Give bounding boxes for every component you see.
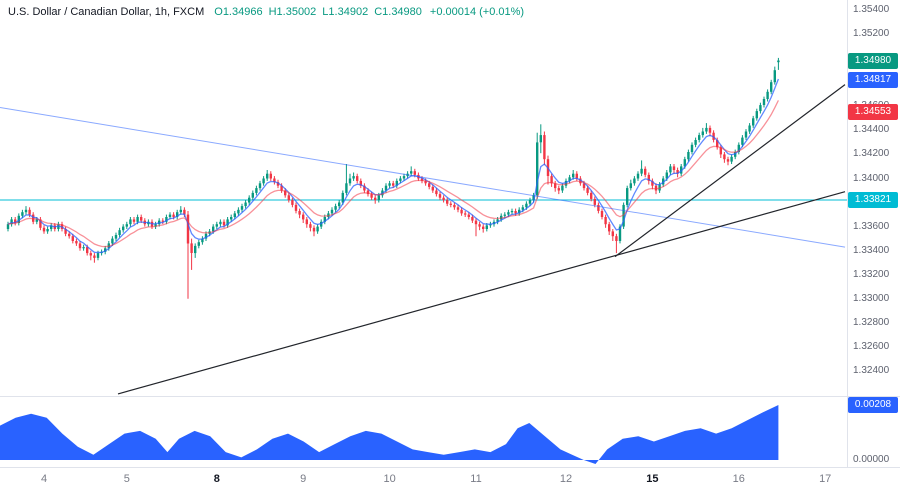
time-axis-label-10: 10 [383,473,396,485]
time-axis-label-5: 5 [123,473,130,485]
ma-slow-line[interactable] [7,100,779,248]
price-axis-label: 1.32800 [853,316,890,328]
indicator-value-badge: 0.00208 [848,397,898,413]
price-axis-label: 1.34400 [853,124,890,136]
indicator-area[interactable] [0,405,779,464]
indicator-zero-label: 0.00000 [853,454,890,465]
price-axis-label: 1.33000 [853,292,890,304]
time-axis-label-4: 4 [40,473,48,485]
price-axis-label: 1.34000 [853,172,890,184]
descending-trendline[interactable] [0,107,846,248]
time-axis-label-17: 17 [819,473,832,485]
symbol-title[interactable]: U.S. Dollar / Canadian Dollar, 1h, FXCM [8,6,205,18]
price-axis-label: 1.33200 [853,268,890,280]
time-axis[interactable]: 4 5 8 9 10 11 12 15 16 17 [0,468,900,490]
price-axis-label: 1.34200 [853,148,890,160]
close-value: 1.34980 [382,6,422,18]
open-label: O [214,6,223,18]
ascending-trendline[interactable] [117,191,846,395]
ma-fast-line[interactable] [7,78,780,254]
price-axis[interactable]: 1.354001.352001.350001.348001.346001.344… [847,0,900,468]
horizontal-line-badge: 1.33821 [848,192,898,208]
price-axis-label: 1.33600 [853,220,890,232]
candles[interactable] [6,57,780,299]
time-axis-label-8: 8 [213,473,220,485]
open-value: 1.34966 [222,6,263,18]
low-value: 1.34902 [328,6,369,18]
time-axis-label-9: 9 [300,473,307,485]
time-axis-label-12: 12 [559,473,573,485]
steep-ascending-trendline[interactable] [614,84,846,258]
price-axis-label: 1.35200 [853,28,890,40]
change-value: +0.00014 (+0.01%) [429,6,525,18]
ma-fast-badge: 1.34817 [848,72,898,89]
ma-slow-badge: 1.34553 [848,103,898,120]
close-label: C [374,6,383,18]
time-axis-label-16: 16 [732,473,745,485]
price-axis-label: 1.35400 [853,4,890,15]
low-label: L [322,6,329,18]
time-axis-label-15: 15 [646,473,659,485]
last-price-badge: 1.34980 [848,52,898,69]
price-axis-label: 1.32600 [853,340,890,352]
price-axis-label: 1.32400 [853,365,890,376]
high-value: 1.35002 [276,6,317,18]
price-axis-label: 1.33400 [853,244,890,256]
symbol-legend: U.S. Dollar / Canadian Dollar, 1h, FXCM O… [8,6,524,18]
time-axis-label-11: 11 [470,473,482,485]
high-label: H [268,6,277,18]
